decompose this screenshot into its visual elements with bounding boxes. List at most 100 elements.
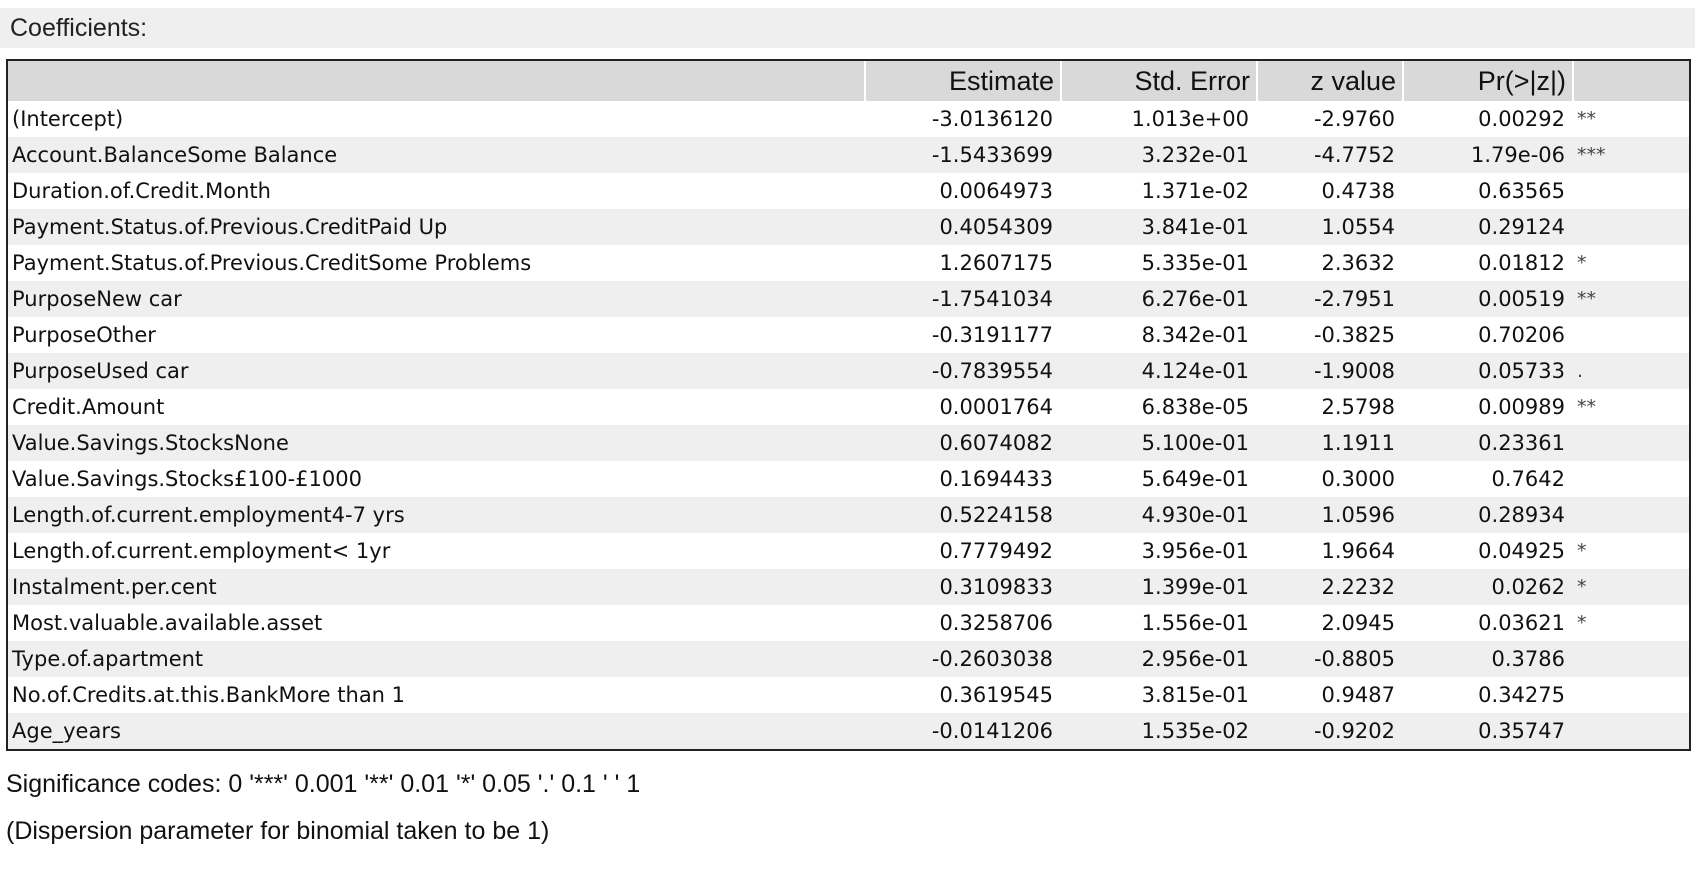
row-estimate: -3.0136120 xyxy=(931,107,1053,131)
row-p-value: 0.03621 xyxy=(1478,611,1565,635)
row-signif xyxy=(1573,677,1689,713)
row-term: Value.Savings.StocksNone xyxy=(8,425,865,461)
row-z-value: -2.7951 xyxy=(1257,281,1403,317)
row-z-value: -4.7752 xyxy=(1257,137,1403,173)
row-term: Credit.Amount xyxy=(12,395,165,419)
row-term: Payment.Status.of.Previous.CreditSome Pr… xyxy=(12,251,532,275)
row-signif xyxy=(1573,209,1689,245)
table-row: PurposeUsed car -0.7839554 4.124e-01 -1.900… xyxy=(8,353,1689,389)
row-term: No.of.Credits.at.this.BankMore than 1 xyxy=(12,683,406,707)
row-term: PurposeNew car xyxy=(8,281,865,317)
row-estimate: 0.3258706 xyxy=(939,611,1053,635)
row-term: Length.of.current.employment4-7 yrs xyxy=(8,497,865,533)
row-term: Account.BalanceSome Balance xyxy=(8,137,865,173)
table-row: No.of.Credits.at.this.BankMore than 1 0.3… xyxy=(8,677,1689,713)
row-estimate: -1.7541034 xyxy=(865,281,1061,317)
row-term: Payment.Status.of.Previous.CreditPaid Up xyxy=(8,209,865,245)
header-term xyxy=(8,61,866,101)
header-p-value: Pr(>|z|) xyxy=(1403,61,1574,101)
row-signif: * xyxy=(1577,252,1587,274)
coefficients-table-container: Estimate Std. Error z value Pr(>|z|) (In… xyxy=(6,59,1691,751)
row-std-error: 3.232e-01 xyxy=(1061,137,1257,173)
dispersion-note: (Dispersion parameter for binomial taken… xyxy=(6,817,550,845)
row-z-value: 2.2232 xyxy=(1257,569,1403,605)
row-term: Instalment.per.cent xyxy=(8,569,865,605)
table-row: Payment.Status.of.Previous.CreditSome Pr… xyxy=(8,245,1689,281)
row-signif xyxy=(1573,173,1689,209)
row-z-value: -0.9202 xyxy=(1257,713,1403,749)
row-p-value: 0.00292 xyxy=(1478,107,1565,131)
row-std-error: 8.342e-01 xyxy=(1141,323,1249,347)
row-estimate: 1.2607175 xyxy=(939,251,1053,275)
table-row: Value.Savings.StocksNone 0.6074082 5.100e-… xyxy=(8,425,1689,461)
row-z-value: -2.9760 xyxy=(1313,107,1395,131)
row-std-error: 1.399e-01 xyxy=(1061,569,1257,605)
row-z-value: 0.3000 xyxy=(1321,467,1395,491)
row-std-error: 3.815e-01 xyxy=(1141,683,1249,707)
table-row: Most.valuable.available.asset 0.3258706 1.… xyxy=(8,605,1689,641)
table-row: Account.BalanceSome Balance -1.5433699 3.2… xyxy=(8,137,1689,173)
row-term: Duration.of.Credit.Month xyxy=(12,179,271,203)
table-row: Length.of.current.employment4-7 yrs 0.522… xyxy=(8,497,1689,533)
row-estimate: 0.0001764 xyxy=(939,395,1053,419)
row-z-value: 2.5798 xyxy=(1321,395,1395,419)
table-row: Payment.Status.of.Previous.CreditPaid Up… xyxy=(8,209,1689,245)
row-std-error: 4.124e-01 xyxy=(1061,353,1257,389)
row-std-error: 4.930e-01 xyxy=(1061,497,1257,533)
row-signif xyxy=(1573,461,1689,497)
row-std-error: 1.371e-02 xyxy=(1141,179,1249,203)
row-std-error: 6.838e-05 xyxy=(1141,395,1249,419)
header-signif xyxy=(1573,61,1689,101)
row-estimate: -0.7839554 xyxy=(865,353,1061,389)
row-term: (Intercept) xyxy=(12,107,124,131)
row-p-value: 0.3786 xyxy=(1403,641,1573,677)
coefficients-table: Estimate Std. Error z value Pr(>|z|) (In… xyxy=(8,61,1689,749)
table-row: (Intercept) -3.0136120 1.013e+00 -2.9760 0.0… xyxy=(8,101,1689,137)
row-z-value: 0.9487 xyxy=(1321,683,1395,707)
row-estimate: -0.3191177 xyxy=(931,323,1053,347)
row-z-value: 1.9664 xyxy=(1321,539,1395,563)
table-header-row: Estimate Std. Error z value Pr(>|z|) xyxy=(8,61,1689,101)
row-p-value: 0.70206 xyxy=(1478,323,1565,347)
row-estimate: 0.7779492 xyxy=(939,539,1053,563)
row-z-value: 2.3632 xyxy=(1321,251,1395,275)
row-std-error: 5.335e-01 xyxy=(1141,251,1249,275)
row-z-value: -1.9008 xyxy=(1257,353,1403,389)
row-p-value: 0.23361 xyxy=(1403,425,1573,461)
table-row: Credit.Amount 0.0001764 6.838e-05 2.5798 0.0… xyxy=(8,389,1689,425)
row-term: Age_years xyxy=(8,713,865,749)
row-signif: ** xyxy=(1577,396,1596,418)
row-p-value: 0.29124 xyxy=(1403,209,1573,245)
row-term: Type.of.apartment xyxy=(8,641,865,677)
row-signif: ** xyxy=(1573,281,1689,317)
significance-codes: Significance codes: 0 '***' 0.001 '**' 0… xyxy=(6,770,641,798)
row-estimate: -0.2603038 xyxy=(865,641,1061,677)
row-signif: ** xyxy=(1577,108,1596,130)
row-z-value: -0.3825 xyxy=(1313,323,1395,347)
row-p-value: 0.7642 xyxy=(1491,467,1565,491)
row-p-value: 0.28934 xyxy=(1403,497,1573,533)
row-signif xyxy=(1573,497,1689,533)
header-std-error: Std. Error xyxy=(1061,61,1258,101)
row-std-error: 5.649e-01 xyxy=(1141,467,1249,491)
row-estimate: 0.3109833 xyxy=(865,569,1061,605)
row-signif xyxy=(1573,317,1689,353)
table-row: Value.Savings.Stocks£100-£1000 0.1694433 5… xyxy=(8,461,1689,497)
row-estimate: 0.1694433 xyxy=(939,467,1053,491)
row-std-error: 2.956e-01 xyxy=(1061,641,1257,677)
row-signif: * xyxy=(1577,540,1587,562)
table-row: PurposeOther -0.3191177 8.342e-01 -0.3825 0.… xyxy=(8,317,1689,353)
table-row: PurposeNew car -1.7541034 6.276e-01 -2.7951… xyxy=(8,281,1689,317)
row-signif xyxy=(1573,713,1689,749)
row-p-value: 0.34275 xyxy=(1478,683,1565,707)
row-std-error: 1.556e-01 xyxy=(1141,611,1249,635)
row-estimate: 0.0064973 xyxy=(939,179,1053,203)
table-row: Length.of.current.employment< 1yr 0.77794… xyxy=(8,533,1689,569)
row-estimate: 0.5224158 xyxy=(865,497,1061,533)
row-signif xyxy=(1573,641,1689,677)
table-row: Age_years -0.0141206 1.535e-02 -0.9202 0.357… xyxy=(8,713,1689,749)
row-z-value: 1.1911 xyxy=(1257,425,1403,461)
row-signif xyxy=(1573,425,1689,461)
row-p-value: 0.05733 xyxy=(1403,353,1573,389)
table-caption: Coefficients: xyxy=(0,8,1695,48)
